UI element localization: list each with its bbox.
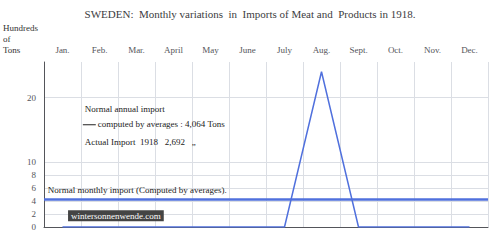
- svg-text:Aug.: Aug.: [313, 45, 331, 55]
- svg-text:SWEDEN: Monthly variations i: SWEDEN: Monthly variations in Imports of…: [85, 8, 416, 20]
- svg-text:April: April: [164, 45, 183, 55]
- svg-text:July: July: [277, 45, 293, 55]
- svg-text:Oct.: Oct.: [388, 45, 403, 55]
- svg-text:10: 10: [27, 157, 37, 167]
- svg-text:2: 2: [32, 209, 37, 219]
- svg-text:0: 0: [32, 222, 37, 232]
- svg-text:20: 20: [27, 93, 37, 103]
- svg-text:Sept.: Sept.: [349, 45, 367, 55]
- svg-text:of: of: [3, 34, 11, 44]
- svg-text:Actual Import 1918 2,692: Actual Import 1918 2,692 „: [85, 137, 196, 147]
- svg-text:Nov.: Nov.: [424, 45, 441, 55]
- svg-text:4: 4: [32, 196, 37, 206]
- svg-text:May: May: [202, 45, 219, 55]
- svg-text:Mar.: Mar.: [128, 45, 145, 55]
- svg-text:computed by averages : 4,064 T: computed by averages : 4,064 Tons: [98, 119, 226, 129]
- svg-text:8: 8: [32, 170, 37, 180]
- svg-text:Normal monthly import (Compute: Normal monthly import (Computed by avera…: [48, 185, 227, 195]
- svg-text:Hundreds: Hundreds: [3, 23, 38, 33]
- svg-text:wintersonnenwende.com: wintersonnenwende.com: [71, 211, 161, 221]
- svg-text:Jan.: Jan.: [55, 45, 69, 55]
- svg-text:Tons: Tons: [3, 45, 21, 55]
- svg-text:Normal annual import: Normal annual import: [85, 104, 165, 114]
- svg-text:Dec.: Dec.: [461, 45, 478, 55]
- svg-text:Feb.: Feb.: [92, 45, 108, 55]
- svg-text:June: June: [239, 45, 256, 55]
- svg-text:6: 6: [32, 183, 37, 193]
